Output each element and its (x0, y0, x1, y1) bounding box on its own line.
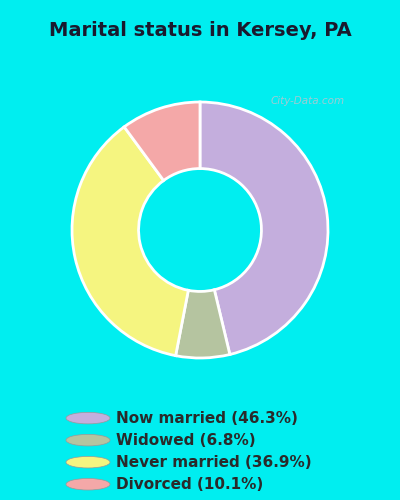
Circle shape (66, 478, 110, 490)
Wedge shape (72, 127, 188, 356)
Text: Never married (36.9%): Never married (36.9%) (116, 454, 312, 469)
Circle shape (66, 456, 110, 468)
Text: Divorced (10.1%): Divorced (10.1%) (116, 477, 263, 492)
Text: City-Data.com: City-Data.com (270, 96, 344, 106)
Circle shape (66, 412, 110, 424)
Wedge shape (124, 102, 200, 180)
Circle shape (66, 434, 110, 446)
Wedge shape (176, 290, 230, 358)
Text: Widowed (6.8%): Widowed (6.8%) (116, 432, 256, 448)
Text: Marital status in Kersey, PA: Marital status in Kersey, PA (49, 20, 351, 40)
Wedge shape (200, 102, 328, 354)
Text: Now married (46.3%): Now married (46.3%) (116, 410, 298, 426)
